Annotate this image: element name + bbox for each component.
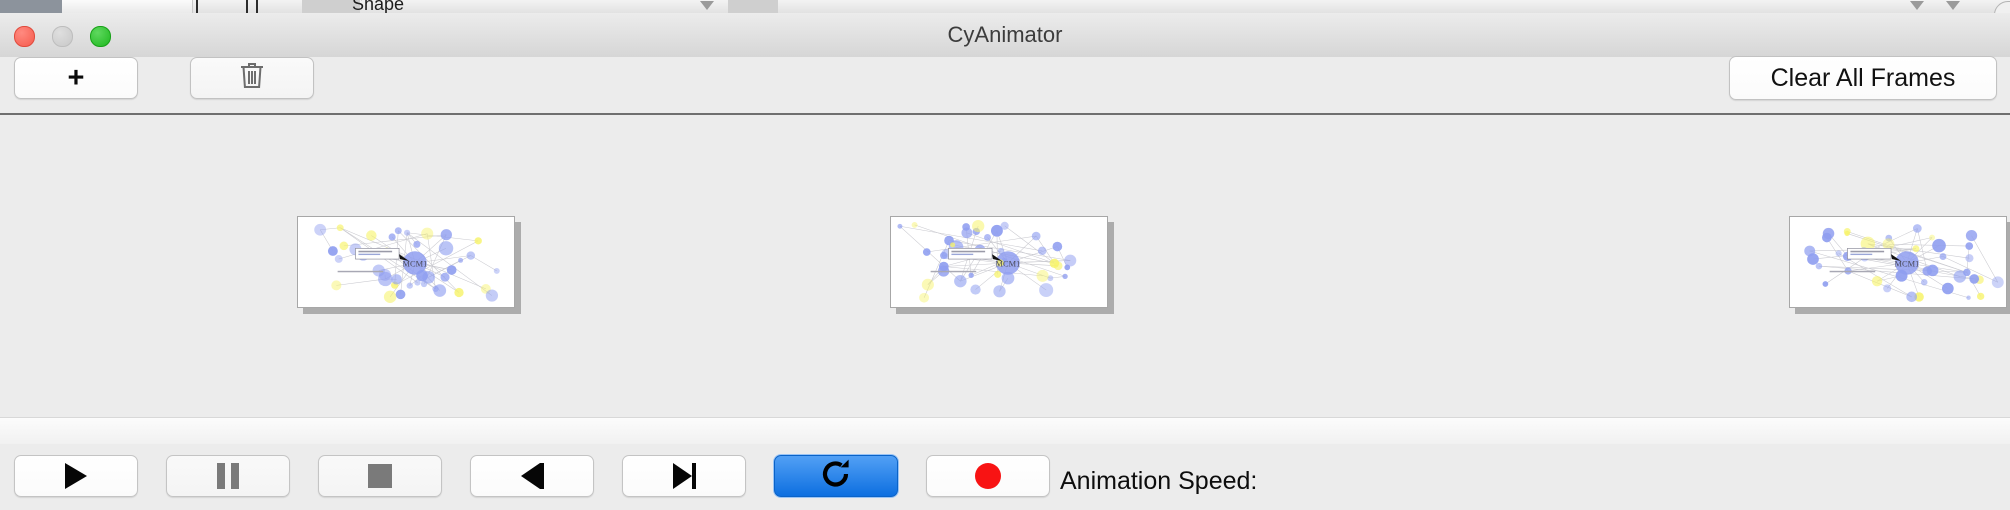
close-button[interactable] [14, 26, 35, 47]
skip-forward-icon [672, 463, 696, 489]
record-icon [975, 463, 1001, 489]
frame-thumbnail-1[interactable]: MCM1 [297, 216, 515, 308]
toolbar [0, 57, 2010, 115]
skip-to-start-button[interactable] [470, 455, 594, 497]
timeline-scrollbar-track[interactable] [0, 417, 2010, 445]
frame-thumbnail-3[interactable]: MCM1 [1789, 216, 2007, 308]
background-window-dark-block [0, 0, 62, 13]
background-window-block [302, 0, 360, 13]
loop-icon [819, 457, 853, 496]
skip-back-icon [520, 463, 544, 489]
background-window-tab [62, 0, 129, 13]
title-bar: CyAnimator [0, 13, 2010, 58]
play-button[interactable] [14, 455, 138, 497]
maximize-button[interactable] [90, 26, 111, 47]
minimize-button[interactable] [52, 26, 73, 47]
background-window-divider [256, 0, 258, 13]
background-window-strip: Shape [0, 0, 2010, 14]
frame-thumbnail-2[interactable]: MCM1 [890, 216, 1108, 308]
background-window-caret-icon [1910, 1, 1924, 10]
svg-text:MCM1: MCM1 [1895, 259, 1920, 268]
background-window-caret-icon [700, 1, 714, 10]
delete-frame-button[interactable] [190, 57, 314, 99]
play-icon [65, 463, 87, 489]
record-button[interactable] [926, 455, 1050, 497]
background-window-caret-icon [1946, 1, 1960, 10]
stop-button[interactable] [318, 455, 442, 497]
window-title: CyAnimator [947, 22, 1063, 47]
background-window-divider [246, 0, 248, 13]
animation-speed-label: Animation Speed: [1060, 467, 1258, 495]
background-window-divider [196, 0, 198, 13]
svg-text:MCM1: MCM1 [403, 259, 428, 268]
trash-icon [239, 60, 265, 96]
pause-icon [217, 463, 239, 489]
pause-button[interactable] [166, 455, 290, 497]
background-window-tab [128, 0, 193, 13]
background-window-label: Shape [352, 0, 405, 14]
skip-to-end-button[interactable] [622, 455, 746, 497]
plus-icon: + [67, 61, 85, 94]
clear-all-frames-label: Clear All Frames [1770, 63, 1956, 92]
clear-all-frames-button[interactable]: Clear All Frames [1729, 56, 1997, 100]
playback-controls: Animation Speed: [0, 444, 2010, 510]
loop-button[interactable] [774, 455, 898, 497]
add-frame-button[interactable]: + [14, 57, 138, 99]
background-window-block [728, 0, 778, 13]
stop-icon [368, 464, 392, 488]
svg-text:MCM1: MCM1 [996, 259, 1021, 268]
